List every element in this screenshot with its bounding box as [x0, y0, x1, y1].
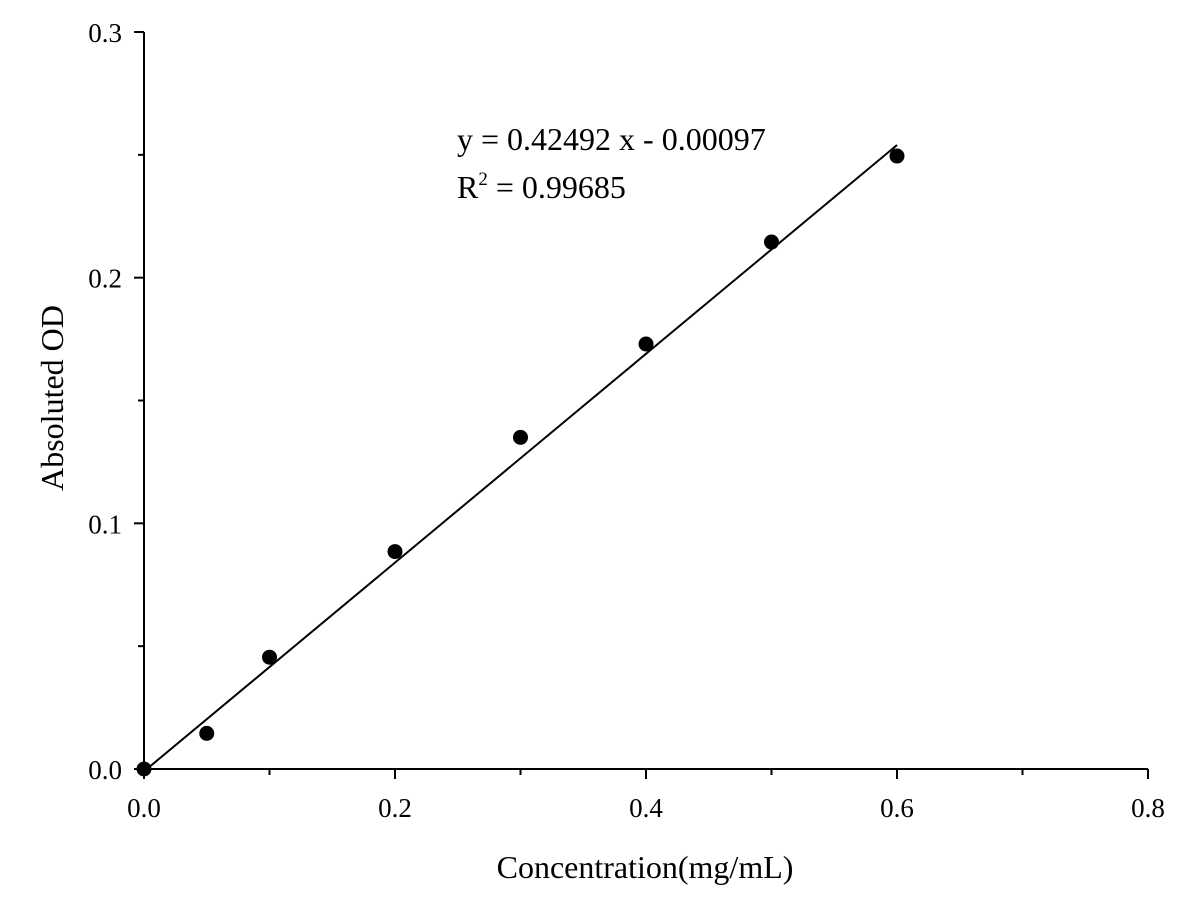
data-point: [513, 429, 528, 445]
y-axis-title: Absoluted OD: [34, 305, 70, 491]
x-axis-title: Concentration(mg/mL): [497, 849, 794, 885]
x-tick-label: 0.0: [127, 793, 161, 823]
r-squared: R2 = 0.99685: [457, 169, 626, 205]
y-tick-label: 0.3: [88, 18, 122, 48]
data-point: [889, 148, 905, 164]
data-point: [638, 336, 654, 352]
data-points: [136, 148, 905, 777]
data-point: [764, 234, 779, 250]
x-tick-label: 0.4: [629, 793, 663, 823]
x-tick-label: 0.8: [1131, 793, 1165, 823]
data-point: [262, 649, 277, 665]
r-squared-prefix: R: [457, 169, 479, 205]
tick-labels: 0.0 0.2 0.4 0.6 0.8 0.0 0.1 0.2 0.3: [88, 18, 1165, 823]
y-tick-label: 0.1: [88, 509, 122, 539]
fit-line: [143, 144, 898, 773]
x-tick-label: 0.6: [880, 793, 914, 823]
fit-equation: y = 0.42492 x - 0.00097: [457, 121, 766, 157]
r-squared-superscript: 2: [478, 169, 488, 190]
x-tick-label: 0.2: [378, 793, 412, 823]
y-tick-label: 0.2: [88, 264, 122, 294]
data-point: [136, 761, 152, 777]
tick-marks: [134, 31, 1149, 779]
data-point: [387, 544, 403, 560]
y-tick-label: 0.0: [88, 755, 122, 785]
data-point: [199, 725, 215, 741]
r-squared-value: = 0.99685: [488, 169, 626, 205]
